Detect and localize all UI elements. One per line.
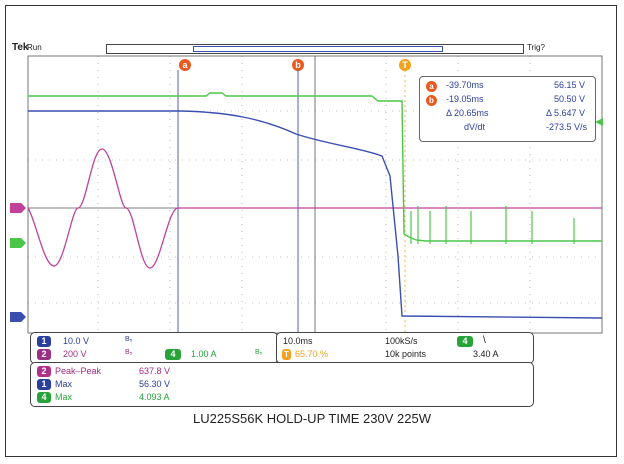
measurement-name: Max <box>55 379 73 389</box>
cursor-readout-panel: a -39.70ms 56.15 V b -19.05ms 50.50 V Δ … <box>419 76 596 142</box>
ch2-badge[interactable]: 2 <box>37 349 51 360</box>
brand-logo: Tek <box>12 42 29 53</box>
cursor-rate-label: dV/dt <box>464 122 486 132</box>
ch4-waveform <box>28 92 602 242</box>
ch4-bandwidth: B₅ <box>255 349 263 356</box>
channel-settings-panel[interactable]: 1 10.0 V B₅ 2 200 V B₅ 4 1.00 A B₅ <box>30 332 278 364</box>
measurement-value: 4.093 A <box>139 392 170 402</box>
measurement-value: 56.30 V <box>139 379 171 389</box>
oscilloscope-capture: Tek Run Trig? a b T <box>5 5 617 457</box>
measurement-channel-badge: 2 <box>37 366 51 377</box>
trigger-channel-badge[interactable]: 4 <box>457 336 473 347</box>
measurement-channel-badge: 1 <box>37 379 51 390</box>
sample-rate: 100kS/s <box>385 336 418 346</box>
cursor-a-value: 56.15 V <box>553 80 585 90</box>
cursor-a-badge: a <box>426 81 437 92</box>
ch2-scale: 200 V <box>63 349 87 359</box>
ch1-ref-marker[interactable] <box>10 312 26 322</box>
ch2-bandwidth: B₅ <box>125 349 133 356</box>
record-length: 10k points <box>385 349 427 359</box>
record-overview-bar[interactable] <box>106 44 524 54</box>
cursor-b-value: 50.50 V <box>553 94 585 104</box>
measurement-value: 637.8 V <box>139 366 171 376</box>
ch4-badge[interactable]: 4 <box>165 349 181 360</box>
horizontal-scale: 10.0ms <box>283 336 313 346</box>
caption: LU225S56K HOLD-UP TIME 230V 225W <box>193 411 431 426</box>
measurements-panel[interactable]: 2 Peak–Peak 637.8 V 1 Max 56.30 V 4 Max 4.093 A <box>30 362 534 407</box>
ch4-ref-marker[interactable] <box>10 238 26 248</box>
timebase-panel[interactable]: 10.0ms 100kS/s 4 \ T 65.70 % 10k points … <box>276 332 534 364</box>
cursor-delta-value: Δ 5.647 V <box>545 108 585 118</box>
trigger-position: 65.70 % <box>295 349 329 359</box>
ch4-trigger-level-marker[interactable] <box>595 118 603 126</box>
cursor-a-time: -39.70ms <box>446 80 484 90</box>
run-state: Run <box>27 43 42 52</box>
trigger-position-icon: T <box>282 349 291 360</box>
waveform-graticule <box>27 55 603 334</box>
ch1-bandwidth: B₅ <box>125 336 133 343</box>
ch1-badge[interactable]: 1 <box>37 336 51 347</box>
ch2-waveform <box>27 148 602 269</box>
ch1-scale: 10.0 V <box>63 336 90 346</box>
cursor-b-marker[interactable]: b <box>292 59 304 71</box>
ch4-scale: 1.00 A <box>191 349 217 359</box>
measurement-name: Peak–Peak <box>55 366 102 376</box>
ch2-ref-marker[interactable] <box>10 203 26 213</box>
cursor-rate-value: -273.5 V/s <box>545 122 587 132</box>
measurement-channel-badge: 4 <box>37 392 51 403</box>
visible-window <box>193 46 443 52</box>
trigger-slope-icon: \ <box>483 335 486 346</box>
cursor-b-badge: b <box>426 95 437 106</box>
trigger-level: 3.40 A <box>473 349 499 359</box>
measurement-name: Max <box>55 392 73 402</box>
cursor-a-marker[interactable]: a <box>179 59 191 71</box>
trigger-position-marker[interactable]: T <box>399 59 411 71</box>
trigger-state: Trig? <box>527 43 545 52</box>
cursor-b-time: -19.05ms <box>446 94 484 104</box>
cursor-delta-time: Δ 20.65ms <box>446 108 489 118</box>
ch1-waveform <box>28 110 603 319</box>
